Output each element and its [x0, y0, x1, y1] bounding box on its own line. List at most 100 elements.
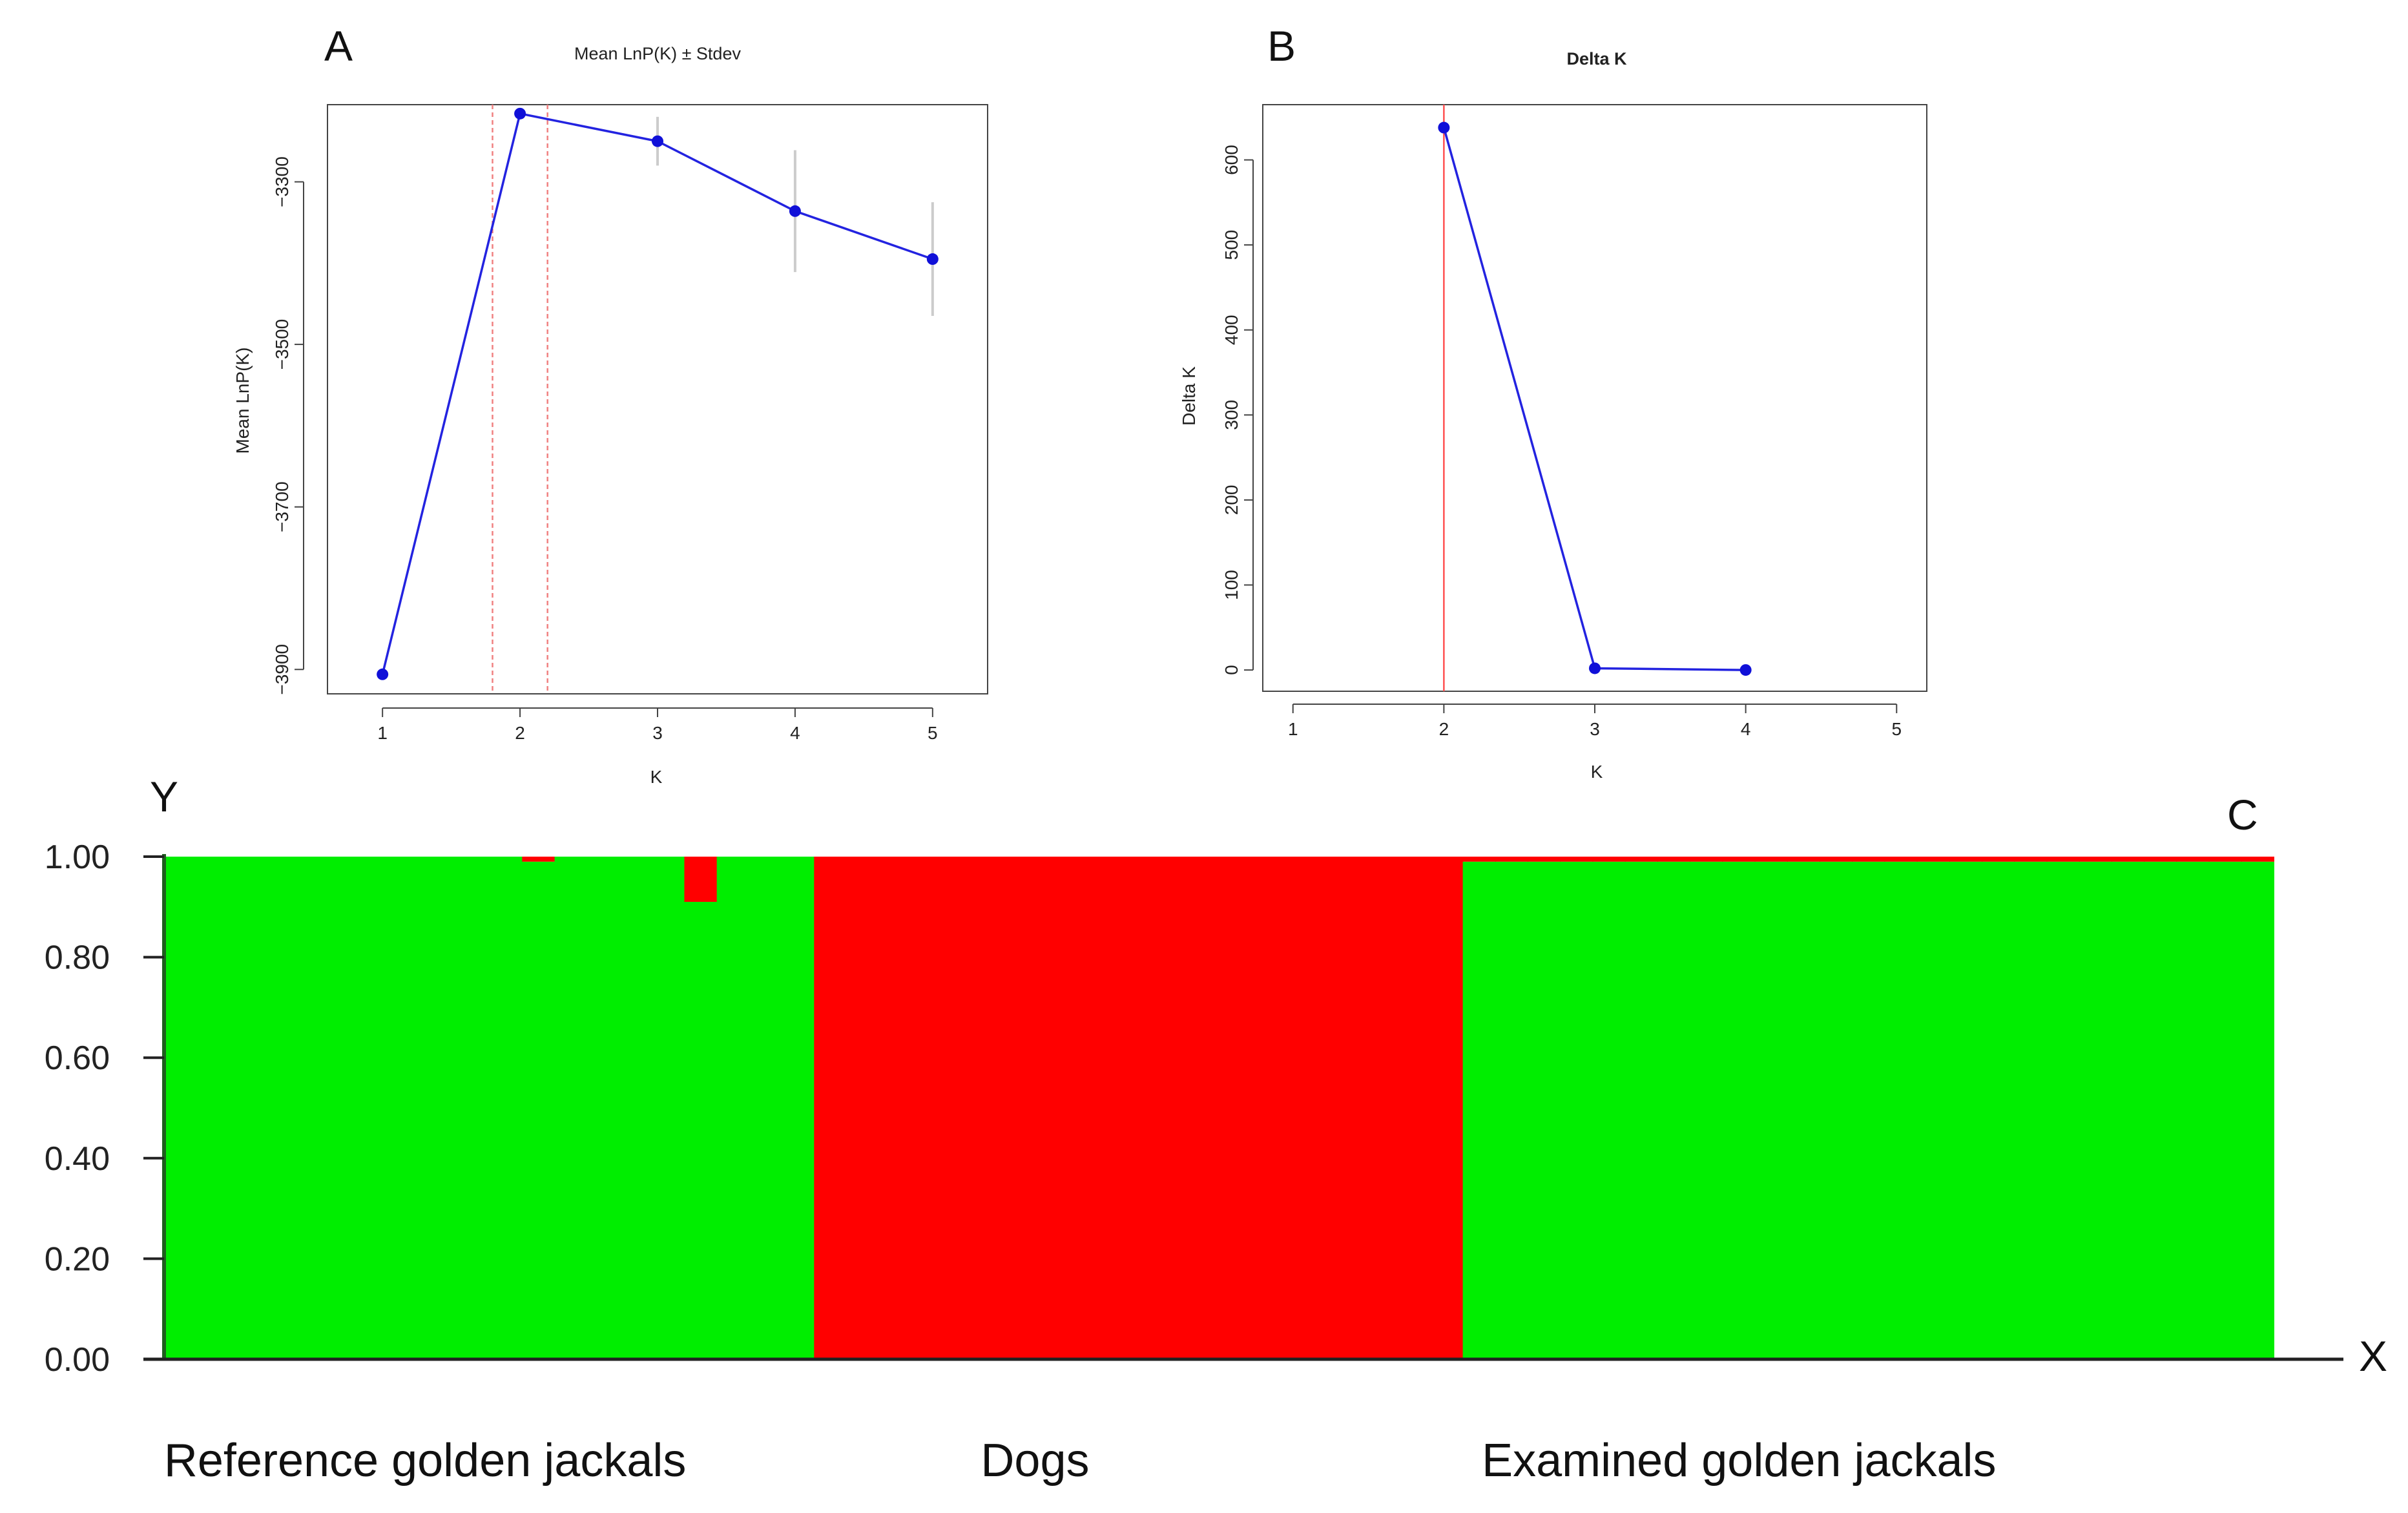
panel-c: C Y X 0.00 0.20 0.40 0.60 0.80 1.00 Reference… [45, 773, 2387, 1487]
y-tick-label: 500 [1221, 230, 1241, 260]
x-tick-label: 2 [515, 723, 525, 743]
panel-c-letter: C [2227, 791, 2258, 839]
panel-b: B Delta K Delta K K 0100200300400500600 … [1179, 22, 1927, 782]
y-tick-label: 0.40 [45, 1140, 110, 1178]
bar-cluster-1 [522, 861, 555, 1359]
bar-cluster-2 [814, 857, 847, 1359]
bar-cluster-2 [1690, 857, 1723, 862]
bar-cluster-2 [1754, 857, 1788, 862]
bar-cluster-2 [2208, 857, 2242, 862]
y-tick-label: −3300 [272, 156, 292, 207]
bar-cluster-2 [1008, 857, 1042, 1359]
bar-cluster-1 [782, 857, 815, 1359]
panel-b-letter: B [1267, 22, 1296, 70]
bar-cluster-1 [1462, 861, 1496, 1359]
group-label: Dogs [981, 1435, 1089, 1487]
x-tick-label: 3 [1590, 719, 1600, 739]
bar-cluster-2 [1398, 857, 1431, 1359]
panel-a-letter: A [324, 22, 353, 70]
bar-cluster-1 [619, 857, 653, 1359]
bar-cluster-1 [1657, 861, 1691, 1359]
bar-cluster-1 [1982, 861, 2015, 1359]
bar-cluster-1 [1819, 861, 1853, 1359]
bar-cluster-1 [392, 857, 426, 1359]
bar-cluster-1 [716, 857, 750, 1359]
group-label: Reference golden jackals [164, 1435, 687, 1487]
y-tick-label: 600 [1221, 145, 1241, 175]
bar-cluster-1 [1852, 861, 1885, 1359]
panel-a: A Mean LnP(K) ± Stdev Mean LnP(K) K −390… [233, 22, 988, 787]
bar-cluster-1 [1592, 861, 1626, 1359]
bar-cluster-2 [1916, 857, 1950, 862]
bar-cluster-1 [1560, 861, 1593, 1359]
panel-b-x-axis-label: K [1591, 762, 1603, 782]
bar-cluster-2 [1624, 857, 1658, 862]
bar-cluster-1 [457, 857, 491, 1359]
bar-cluster-2 [1236, 857, 1269, 1359]
bar-cluster-2 [1592, 857, 1626, 862]
panel-b-series-line [1442, 127, 1746, 671]
bar-cluster-2 [2241, 857, 2274, 862]
bar-cluster-2 [522, 857, 555, 862]
x-tick-label: 1 [377, 723, 388, 743]
bar-cluster-1 [1884, 861, 1918, 1359]
panel-a-reference-lines [492, 105, 548, 694]
y-tick-label: 300 [1221, 400, 1241, 430]
bar-cluster-2 [1949, 857, 1983, 862]
bar-cluster-2 [2046, 857, 2080, 862]
bar-cluster-2 [1268, 857, 1302, 1359]
bar-cluster-2 [1819, 857, 1853, 862]
bar-cluster-1 [652, 857, 685, 1359]
bar-cluster-1 [1754, 861, 1788, 1359]
bar-cluster-1 [2144, 861, 2177, 1359]
group-label: Examined golden jackals [1482, 1435, 1996, 1487]
bar-cluster-2 [976, 857, 1010, 1359]
bar-cluster-2 [1982, 857, 2015, 862]
bar-cluster-1 [1495, 861, 1529, 1359]
panel-c-y-axis: 0.00 0.20 0.40 0.60 0.80 1.00 [45, 839, 166, 1379]
bar-cluster-1 [1528, 861, 1561, 1359]
y-tick-label: 0.60 [45, 1039, 110, 1077]
x-tick-label: 4 [1741, 719, 1751, 739]
bar-cluster-1 [1690, 861, 1723, 1359]
panel-c-y-axis-name: Y [150, 773, 178, 820]
bar-cluster-1 [1916, 861, 1950, 1359]
bar-cluster-2 [1462, 857, 1496, 862]
panel-b-x-axis: 1 2 3 4 5 [1288, 704, 1902, 739]
y-tick-label: 0.20 [45, 1240, 110, 1278]
panel-a-y-axis: −3900 −3700 −3500 −3300 [272, 156, 304, 695]
panel-a-y-axis-label: Mean LnP(K) [233, 348, 253, 454]
data-point [1589, 662, 1601, 674]
bar-cluster-1 [1949, 861, 1983, 1359]
panel-a-points [377, 107, 939, 680]
data-point [1739, 664, 1752, 676]
bar-cluster-1 [1722, 861, 1756, 1359]
panel-c-x-axis-name: X [2359, 1332, 2387, 1380]
bar-cluster-2 [1430, 857, 1464, 1359]
bar-cluster-1 [2046, 861, 2080, 1359]
bar-cluster-1 [749, 857, 783, 1359]
y-tick-label: 0.00 [45, 1341, 110, 1379]
panel-b-y-axis-label: Delta K [1179, 366, 1199, 426]
y-tick-label: 100 [1221, 570, 1241, 600]
x-tick-label: 5 [1891, 719, 1902, 739]
bar-cluster-2 [1041, 857, 1075, 1359]
data-point [1438, 121, 1450, 134]
bar-cluster-2 [1138, 857, 1172, 1359]
bar-cluster-1 [424, 857, 458, 1359]
data-point [652, 135, 663, 147]
bar-cluster-1 [230, 857, 264, 1359]
bar-cluster-2 [1657, 857, 1691, 862]
bar-cluster-2 [1560, 857, 1593, 862]
bar-cluster-1 [586, 857, 621, 1359]
bar-cluster-1 [360, 857, 393, 1359]
y-tick-label: 200 [1221, 485, 1241, 516]
x-tick-label: 2 [1439, 719, 1449, 739]
bar-cluster-1 [2208, 861, 2242, 1359]
bar-cluster-2 [1203, 857, 1237, 1359]
bar-cluster-1 [327, 857, 361, 1359]
data-point [514, 107, 526, 120]
data-point [377, 668, 389, 680]
x-tick-label: 1 [1288, 719, 1298, 739]
